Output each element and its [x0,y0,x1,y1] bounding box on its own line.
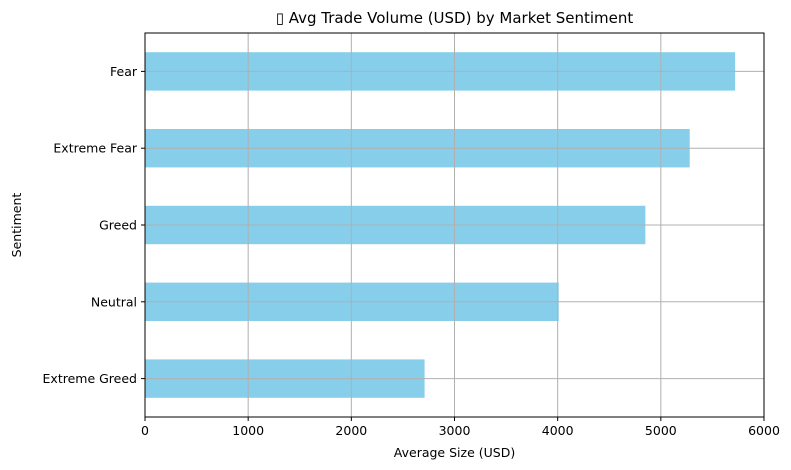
y-tick-label: Extreme Greed [43,371,137,386]
y-tick-label: Fear [110,64,138,79]
x-tick-label: 0 [141,423,149,438]
x-axis-title: Average Size (USD) [394,445,515,460]
y-tick-label: Extreme Fear [53,141,137,156]
x-tick-label: 6000 [748,423,780,438]
tick-layer: 0 1000 2000 3000 4000 5000 6000 Extreme Greed Ne… [43,64,780,438]
x-tick-label: 3000 [439,423,471,438]
y-axis-title: Sentiment [9,193,24,258]
y-tick-label: Greed [99,218,137,233]
chart-title: ▯ Avg Trade Volume (USD) by Market Senti… [276,9,634,27]
x-tick-label: 5000 [645,423,677,438]
y-tick-label: Neutral [91,294,137,309]
x-tick-label: 4000 [542,423,574,438]
x-tick-label: 2000 [335,423,367,438]
x-tick-label: 1000 [232,423,264,438]
